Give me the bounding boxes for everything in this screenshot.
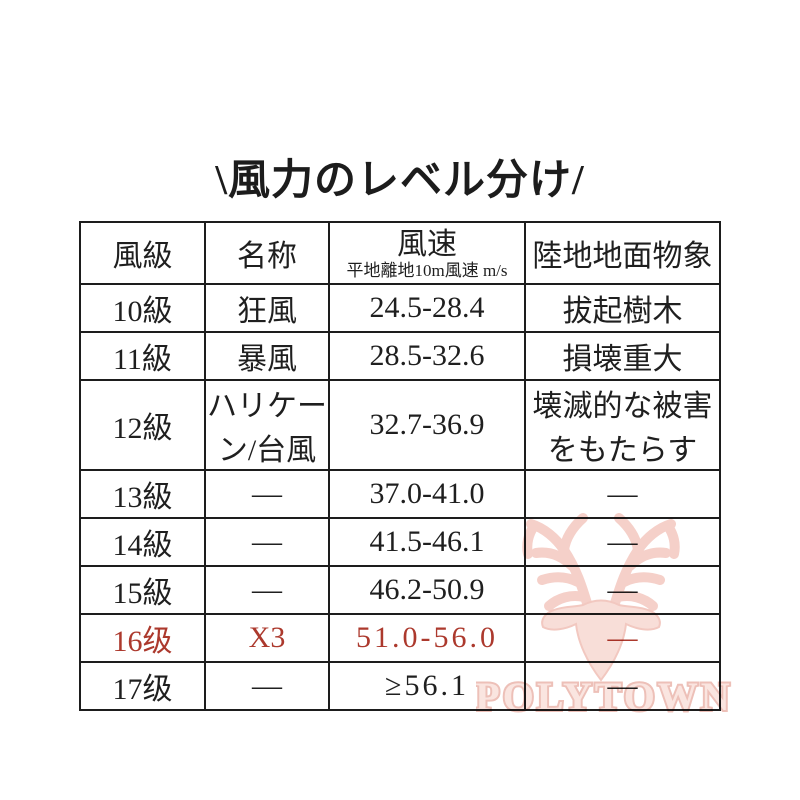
header-wind-speed-sub: 平地離地10m風速 m/s [346, 260, 508, 280]
cell-name: 狂風 [204, 283, 330, 333]
cell-effect: — [524, 661, 721, 711]
cell-level: 17级 [79, 661, 206, 711]
cell-speed: 51.0-56.0 [328, 613, 526, 663]
header-name: 名称 [204, 221, 330, 285]
cell-speed: 32.7-36.9 [328, 379, 526, 471]
cell-speed: ≥56.1 [328, 661, 526, 711]
header-wind-speed: 風速 平地離地10m風速 m/s [328, 221, 526, 285]
cell-effect: 壊滅的な被害をもたらす [524, 379, 721, 471]
cell-level: 10級 [79, 283, 206, 333]
wind-table-body: 10級 狂風 24.5-28.4 拔起樹木 11級 暴風 28.5-32.6 損壊重大 12級ハ… [79, 283, 721, 711]
cell-name: — [204, 517, 330, 567]
cell-name: — [204, 469, 330, 519]
table-row: 15級 —46.2-50.9— [79, 565, 721, 615]
cell-effect: — [524, 565, 721, 615]
table-row: 13級 —37.0-41.0— [79, 469, 721, 519]
table-header: 風級 名称 風速 平地離地10m風速 m/s 陸地地面物象 [79, 221, 721, 285]
cell-name: — [204, 565, 330, 615]
cell-name: — [204, 661, 330, 711]
cell-effect: 損壊重大 [524, 331, 721, 381]
header-row: 風級 名称 風速 平地離地10m風速 m/s 陸地地面物象 [79, 221, 721, 285]
header-wind-level: 風級 [79, 221, 206, 285]
header-land-effect: 陸地地面物象 [524, 221, 721, 285]
cell-speed: 46.2-50.9 [328, 565, 526, 615]
table-row: 16级 X3 51.0-56.0— [79, 613, 721, 663]
cell-effect: 拔起樹木 [524, 283, 721, 333]
cell-level: 13級 [79, 469, 206, 519]
cell-speed: 41.5-46.1 [328, 517, 526, 567]
table-row: 17级 — ≥56.1— [79, 661, 721, 711]
table-row: 11級 暴風 28.5-32.6 損壊重大 [79, 331, 721, 381]
cell-speed: 37.0-41.0 [328, 469, 526, 519]
cell-effect: — [524, 613, 721, 663]
cell-effect: — [524, 517, 721, 567]
page-title: \風力のレベル分け/ [215, 158, 585, 204]
cell-effect: — [524, 469, 721, 519]
table-row: 10級 狂風 24.5-28.4 拔起樹木 [79, 283, 721, 333]
cell-speed: 24.5-28.4 [328, 283, 526, 333]
cell-level: 12級 [79, 379, 206, 471]
cell-level: 11級 [79, 331, 206, 381]
header-wind-speed-main: 風速 [397, 228, 457, 262]
cell-level: 15級 [79, 565, 206, 615]
wind-force-table: 風級 名称 風速 平地離地10m風速 m/s 陸地地面物象 10級 狂風 24.5-… [79, 221, 721, 711]
cell-level: 14級 [79, 517, 206, 567]
table-row: 12級 ハリケーン/台風 32.7-36.9 壊滅的な被害をもたらす [79, 379, 721, 471]
cell-level: 16级 [79, 613, 206, 663]
table-row: 14級 —41.5-46.1— [79, 517, 721, 567]
cell-name: X3 [204, 613, 330, 663]
cell-name: 暴風 [204, 331, 330, 381]
cell-speed: 28.5-32.6 [328, 331, 526, 381]
cell-name: ハリケーン/台風 [204, 379, 330, 471]
